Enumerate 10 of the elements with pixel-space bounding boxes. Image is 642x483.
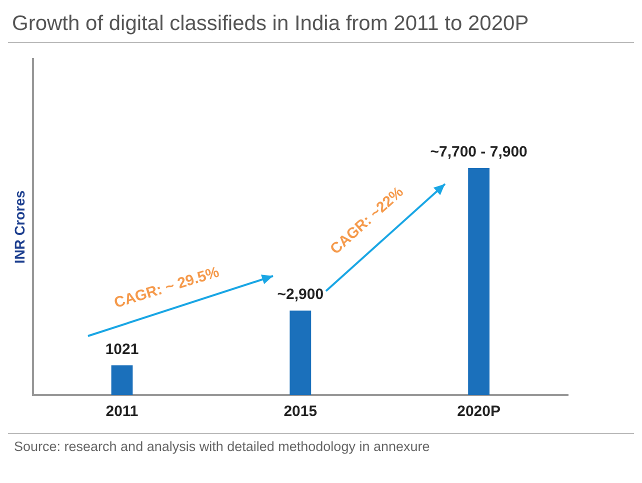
data-label: ~7,700 - 7,900: [430, 144, 528, 161]
x-tick-label: 2011: [106, 403, 138, 420]
data-label: 1021: [105, 340, 139, 358]
annotation: CAGR: ~ 29.5%: [112, 264, 222, 312]
x-tick-label: 2020P: [457, 403, 500, 420]
source-note: Source: research and analysis with detailed methodology in annexure: [13, 438, 431, 454]
data-label: ~2,900: [277, 286, 324, 304]
y-axis-title: INR Crores: [11, 190, 28, 264]
chart-title: Growth of digital classifieds in India from 2011 to 2020P: [11, 11, 530, 37]
x-tick-label: 2015: [284, 403, 318, 420]
